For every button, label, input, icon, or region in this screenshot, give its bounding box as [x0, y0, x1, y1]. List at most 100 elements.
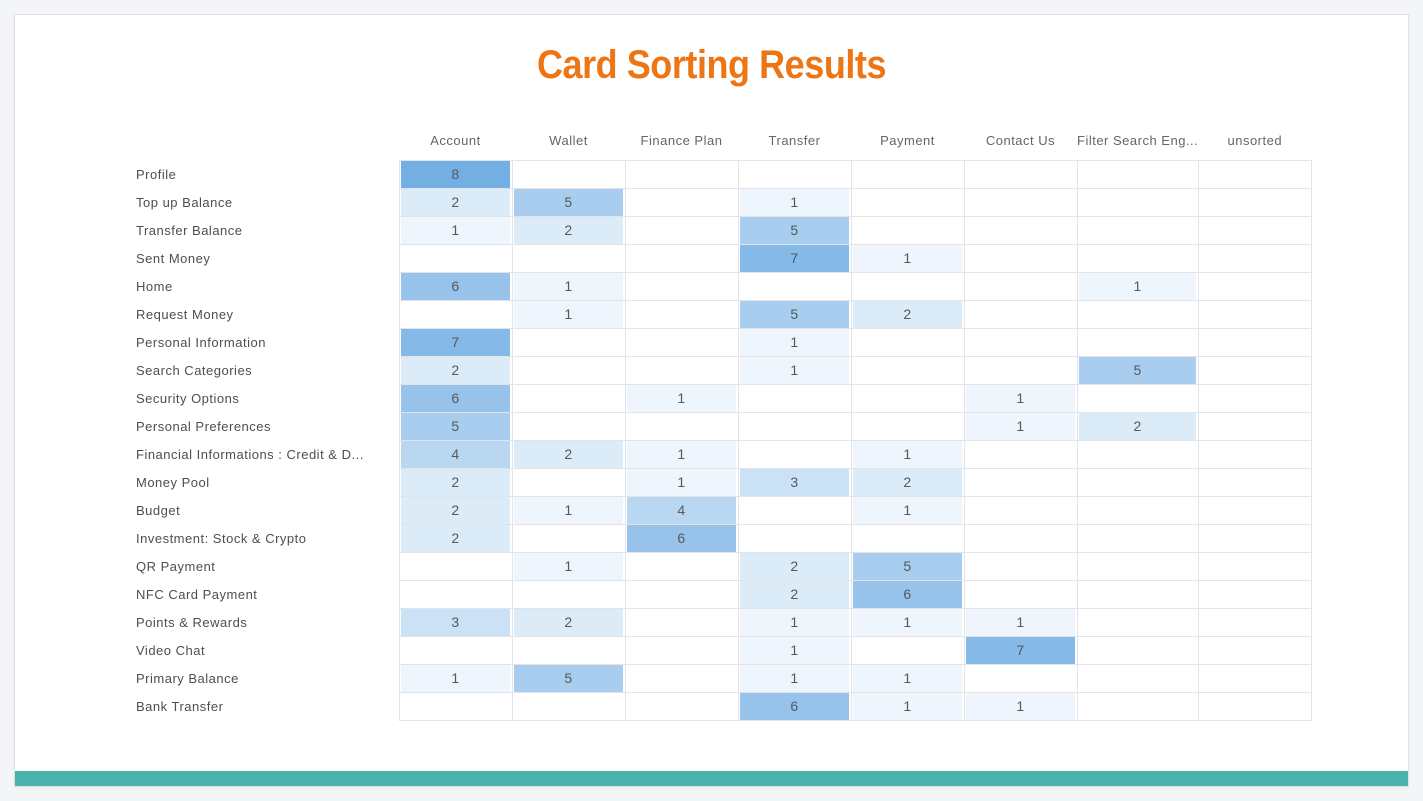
- matrix-cell[interactable]: [1076, 551, 1199, 581]
- matrix-cell[interactable]: 6: [624, 523, 739, 553]
- matrix-cell[interactable]: 5: [511, 663, 626, 693]
- matrix-cell[interactable]: 2: [398, 187, 513, 217]
- matrix-cell[interactable]: [963, 495, 1078, 525]
- matrix-cell[interactable]: 2: [398, 523, 513, 553]
- matrix-cell[interactable]: [850, 523, 965, 553]
- matrix-cell[interactable]: [1076, 243, 1199, 273]
- matrix-cell[interactable]: [624, 691, 739, 721]
- matrix-cell[interactable]: [511, 411, 626, 441]
- matrix-cell[interactable]: [1197, 635, 1312, 665]
- matrix-cell[interactable]: [624, 159, 739, 189]
- matrix-cell[interactable]: [1076, 635, 1199, 665]
- matrix-cell[interactable]: 1: [1076, 271, 1199, 301]
- matrix-cell[interactable]: [963, 159, 1078, 189]
- matrix-cell[interactable]: [963, 551, 1078, 581]
- matrix-cell[interactable]: [398, 243, 513, 273]
- matrix-cell[interactable]: [624, 551, 739, 581]
- matrix-cell[interactable]: [850, 159, 965, 189]
- matrix-cell[interactable]: 6: [398, 271, 513, 301]
- matrix-cell[interactable]: [511, 243, 626, 273]
- matrix-cell[interactable]: [1197, 299, 1312, 329]
- matrix-cell[interactable]: 2: [1076, 411, 1199, 441]
- matrix-cell[interactable]: [1076, 299, 1199, 329]
- matrix-cell[interactable]: [1076, 691, 1199, 721]
- matrix-cell[interactable]: [737, 523, 852, 553]
- matrix-cell[interactable]: [511, 635, 626, 665]
- matrix-cell[interactable]: 1: [511, 551, 626, 581]
- matrix-cell[interactable]: 1: [737, 187, 852, 217]
- matrix-cell[interactable]: [1197, 663, 1312, 693]
- matrix-cell[interactable]: 5: [737, 299, 852, 329]
- matrix-cell[interactable]: 1: [850, 691, 965, 721]
- matrix-cell[interactable]: 7: [963, 635, 1078, 665]
- matrix-cell[interactable]: 1: [398, 663, 513, 693]
- matrix-cell[interactable]: [398, 691, 513, 721]
- matrix-cell[interactable]: [398, 299, 513, 329]
- matrix-cell[interactable]: [1197, 691, 1312, 721]
- matrix-cell[interactable]: [1076, 439, 1199, 469]
- matrix-cell[interactable]: [1076, 159, 1199, 189]
- matrix-cell[interactable]: [963, 215, 1078, 245]
- matrix-cell[interactable]: [1076, 467, 1199, 497]
- matrix-cell[interactable]: [511, 327, 626, 357]
- matrix-cell[interactable]: 2: [850, 299, 965, 329]
- matrix-cell[interactable]: [1197, 495, 1312, 525]
- matrix-cell[interactable]: [850, 327, 965, 357]
- matrix-cell[interactable]: [1076, 523, 1199, 553]
- matrix-cell[interactable]: [850, 355, 965, 385]
- matrix-cell[interactable]: [511, 383, 626, 413]
- matrix-cell[interactable]: 7: [398, 327, 513, 357]
- matrix-cell[interactable]: 1: [850, 663, 965, 693]
- matrix-cell[interactable]: 1: [624, 383, 739, 413]
- matrix-cell[interactable]: [624, 327, 739, 357]
- matrix-cell[interactable]: 5: [737, 215, 852, 245]
- matrix-cell[interactable]: 5: [398, 411, 513, 441]
- matrix-cell[interactable]: [624, 187, 739, 217]
- matrix-cell[interactable]: [624, 243, 739, 273]
- matrix-cell[interactable]: [737, 411, 852, 441]
- matrix-cell[interactable]: 5: [1076, 355, 1199, 385]
- matrix-cell[interactable]: [1197, 271, 1312, 301]
- matrix-cell[interactable]: [1197, 411, 1312, 441]
- matrix-cell[interactable]: [850, 187, 965, 217]
- matrix-cell[interactable]: [1197, 355, 1312, 385]
- matrix-cell[interactable]: [398, 551, 513, 581]
- matrix-cell[interactable]: 3: [737, 467, 852, 497]
- matrix-cell[interactable]: 4: [624, 495, 739, 525]
- matrix-cell[interactable]: [850, 635, 965, 665]
- matrix-cell[interactable]: 5: [850, 551, 965, 581]
- matrix-cell[interactable]: [737, 271, 852, 301]
- matrix-cell[interactable]: [1076, 187, 1199, 217]
- matrix-cell[interactable]: 2: [850, 467, 965, 497]
- matrix-cell[interactable]: [737, 495, 852, 525]
- matrix-cell[interactable]: [624, 355, 739, 385]
- matrix-cell[interactable]: [963, 663, 1078, 693]
- matrix-cell[interactable]: 1: [850, 439, 965, 469]
- matrix-cell[interactable]: [963, 523, 1078, 553]
- matrix-cell[interactable]: [850, 411, 965, 441]
- matrix-cell[interactable]: 1: [511, 271, 626, 301]
- matrix-cell[interactable]: 1: [737, 355, 852, 385]
- matrix-cell[interactable]: [624, 663, 739, 693]
- matrix-cell[interactable]: [963, 467, 1078, 497]
- matrix-cell[interactable]: [963, 299, 1078, 329]
- matrix-cell[interactable]: [624, 579, 739, 609]
- matrix-cell[interactable]: [1197, 579, 1312, 609]
- matrix-cell[interactable]: [1197, 439, 1312, 469]
- matrix-cell[interactable]: [511, 523, 626, 553]
- matrix-cell[interactable]: 2: [511, 607, 626, 637]
- matrix-cell[interactable]: 6: [850, 579, 965, 609]
- matrix-cell[interactable]: [737, 159, 852, 189]
- matrix-cell[interactable]: [963, 439, 1078, 469]
- matrix-cell[interactable]: [1076, 607, 1199, 637]
- matrix-cell[interactable]: [963, 243, 1078, 273]
- matrix-cell[interactable]: [850, 383, 965, 413]
- matrix-cell[interactable]: 7: [737, 243, 852, 273]
- matrix-cell[interactable]: [1197, 523, 1312, 553]
- matrix-cell[interactable]: [1197, 551, 1312, 581]
- matrix-cell[interactable]: [511, 159, 626, 189]
- matrix-cell[interactable]: [398, 579, 513, 609]
- matrix-cell[interactable]: [511, 691, 626, 721]
- matrix-cell[interactable]: 1: [737, 327, 852, 357]
- matrix-cell[interactable]: 1: [737, 635, 852, 665]
